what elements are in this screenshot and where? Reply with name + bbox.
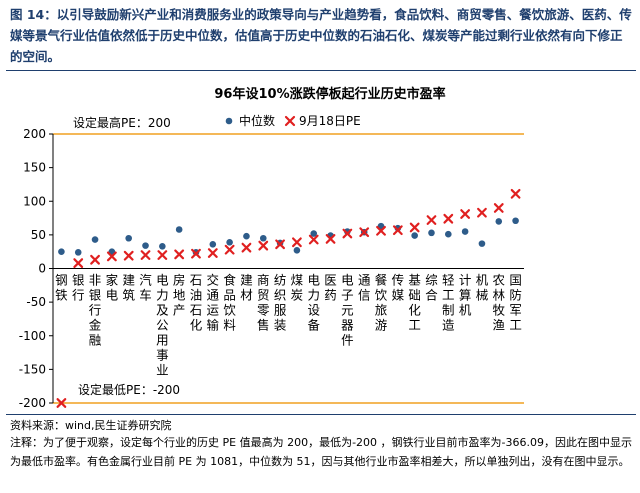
y-tick-label: -50 [26,295,46,309]
category-label: 食品饮料 [223,273,236,333]
category-label: 交通运输 [207,273,220,333]
category-label: 纺织服装 [274,273,287,333]
pe-point [409,222,420,233]
median-point [478,240,486,247]
legend-pe-label: 9月18日PE [299,114,361,128]
pe-point [477,207,487,218]
category-label: 银行 [72,273,85,303]
category-label: 餐饮旅游 [375,273,388,333]
category-label: 建筑 [122,273,135,303]
category-label: 轻工制造 [442,273,455,333]
median-point [125,234,132,242]
y-tick-label: -100 [19,329,46,343]
category-label: 传媒 [392,273,405,303]
y-tick-label: 200 [23,127,46,141]
pe-point [308,234,319,245]
category-label: 煤炭 [291,273,304,303]
median-point [142,242,149,249]
category-label: 钢铁 [55,273,68,303]
pe-point [56,398,67,408]
category-label: 家电 [106,273,119,303]
category-label: 汽车 [139,273,152,303]
median-point [74,249,82,256]
category-label: 电力及公用事业 [156,273,169,378]
category-label: 综合 [425,273,438,303]
pe-point [460,209,471,219]
median-point [175,226,183,233]
category-label: 农林牧渔 [493,273,506,333]
pe-point [157,250,168,260]
pe-point [376,225,386,236]
pe-point [292,237,302,248]
category-label: 通信 [358,273,371,303]
category-label: 国防军工 [509,273,522,333]
pe-point [174,249,185,260]
pe-point [106,251,117,262]
category-label: 非银行金融 [89,273,102,348]
pe-point [90,254,100,265]
median-point [91,236,99,243]
source-note: 资料来源：wind,民生证券研究院 [10,419,172,432]
pe-point [123,250,134,261]
median-point [226,238,233,246]
median-point [310,230,318,237]
category-label: 电子元器件 [341,273,354,348]
median-point [512,217,519,225]
median-point [58,248,65,255]
pe-point [325,234,336,244]
category-label: 医药 [324,273,337,303]
y-tick-label: 50 [31,228,46,242]
category-label: 房地产 [173,273,186,318]
pe-point [241,242,252,253]
category-label: 机械 [476,273,489,303]
median-point [461,228,469,235]
category-label: 建材 [240,273,253,303]
category-label: 电力设备 [307,273,320,333]
legend-median-marker [225,117,233,125]
median-point [411,232,418,239]
chart-title: 96年设10%涨跌停板起行业历史市盈率 [214,86,445,102]
top-divider [6,70,636,71]
median-point [293,247,301,254]
median-point [159,243,166,250]
median-point [495,218,503,225]
median-point [259,234,267,242]
median-point [445,230,452,238]
y-tick-label: -150 [19,362,46,376]
figure-title: 图 14：以引导鼓励新兴产业和消费服务业的政策导向与产业趋势看，食品饮料、商贸零… [10,7,632,64]
bottom-divider [6,414,636,415]
legend-pe-marker [284,115,296,127]
max-pe-label: 设定最高PE：200 [73,115,171,130]
pe-point [73,258,84,269]
pe-point [510,188,521,199]
pe-point [191,248,201,259]
legend-median-label: 中位数 [239,113,275,128]
y-tick-label: -200 [19,396,46,410]
median-point [243,232,250,240]
y-tick-label: 0 [38,262,46,276]
pe-point [443,213,454,224]
chart-legend: 中位数 9月18日PE [225,113,361,128]
pe-point [342,228,353,239]
pe-point [359,227,370,238]
footnote: 注释：为了便于观察，设定每个行业的历史 PE 值最高为 200，最低为-200 … [10,436,632,468]
pe-point [207,248,218,258]
pe-point [392,225,403,236]
y-tick-label: 150 [23,161,46,175]
category-label: 石油石化 [190,273,203,333]
pe-point [275,239,285,250]
category-label: 计算机 [459,273,472,318]
pe-point [258,240,269,251]
y-tick-label: 100 [23,194,46,208]
pe-point [224,244,235,255]
min-pe-label: 设定最低PE：-200 [78,382,180,397]
median-point [209,240,217,248]
pe-point [140,250,151,260]
pe-scatter-chart: 96年设10%涨跌停板起行业历史市盈率 中位数 9月18日PE 设定最高PE：2… [19,86,524,410]
pe-point [493,203,504,213]
category-label: 商贸零售 [257,273,270,333]
pe-point [426,215,437,225]
category-label: 基础化工 [408,273,421,333]
median-point [428,229,435,237]
